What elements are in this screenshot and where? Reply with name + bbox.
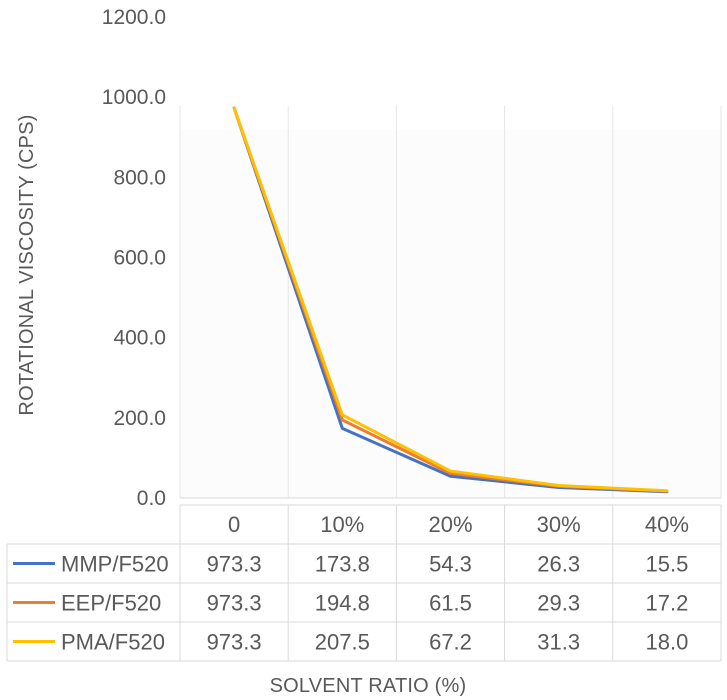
x-tick-label: 20%: [428, 512, 472, 537]
y-tick-label: 1000.0: [102, 86, 166, 109]
table-cell-value: 61.5: [429, 591, 472, 616]
x-tick-label: 0: [228, 512, 240, 537]
table-cell-value: 17.2: [645, 591, 688, 616]
y-axis-label: ROTATIONAL VISCOSITY (CPS): [16, 114, 38, 415]
x-tick-label: 10%: [320, 512, 364, 537]
table-cell-value: 54.3: [429, 552, 472, 577]
y-tick-label: 0.0: [137, 487, 166, 510]
y-tick-label: 600.0: [113, 247, 166, 270]
table-cell-value: 15.5: [645, 552, 688, 577]
plot-shade: [180, 130, 721, 498]
legend-label: PMA/F520: [61, 630, 165, 655]
legend-label: MMP/F520: [61, 552, 169, 577]
y-tick-label: 800.0: [113, 166, 166, 189]
table-cell-value: 67.2: [429, 630, 472, 655]
y-tick-label: 400.0: [113, 327, 166, 350]
data-table: 0 10% 20% 30% 40% MMP/F520 973.3 173.8 54.3 26.3 1…: [6, 504, 722, 662]
table-cell-value: 207.5: [315, 630, 370, 655]
table-cell-value: 194.8: [315, 591, 370, 616]
series-line-pma-f520: [232, 106, 669, 493]
plot-area: [179, 105, 722, 499]
table-cell-value: 26.3: [537, 552, 580, 577]
table-cell-value: 31.3: [537, 630, 580, 655]
table-cell-value: 173.8: [315, 552, 370, 577]
legend-label: EEP/F520: [61, 591, 161, 616]
y-axis: 0.0 200.0 400.0 600.0 800.0 1000.0 1200.0: [102, 6, 166, 510]
table-cell-value: 18.0: [645, 630, 688, 655]
x-axis-label: SOLVENT RATIO (%): [270, 675, 467, 697]
table-cell-value: 973.3: [207, 630, 262, 655]
table-cell-value: 973.3: [207, 591, 262, 616]
table-cell-value: 29.3: [537, 591, 580, 616]
x-tick-label: 40%: [645, 512, 689, 537]
series-lines: [232, 106, 669, 494]
table-cell-value: 973.3: [207, 552, 262, 577]
y-tick-label: 200.0: [113, 407, 166, 430]
y-tick-label: 1200.0: [102, 6, 166, 29]
x-tick-label: 30%: [537, 512, 581, 537]
